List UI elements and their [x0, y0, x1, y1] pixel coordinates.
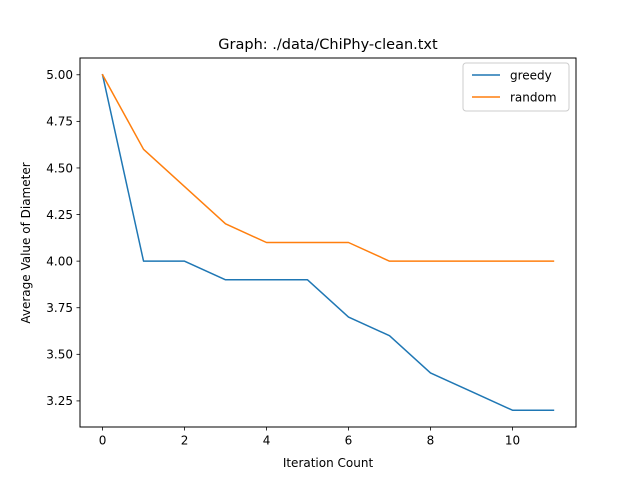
- y-tick-label: 5.00: [46, 68, 73, 82]
- x-tick-label: 8: [427, 434, 435, 448]
- y-tick-label: 3.50: [46, 348, 73, 362]
- y-tick-label: 4.50: [46, 161, 73, 175]
- y-tick-label: 3.75: [46, 301, 73, 315]
- x-tick-label: 2: [181, 434, 189, 448]
- y-axis-label: Average Value of Diameter: [19, 162, 33, 323]
- y-tick-label: 3.25: [46, 394, 73, 408]
- legend: greedy random: [462, 62, 570, 112]
- x-axis-label: Iteration Count: [283, 456, 374, 470]
- series-line-random: [101, 73, 555, 262]
- y-axis-ticks: 3.25 3.50 3.75 4.00 4.25 4.50 4.75 5.00: [46, 68, 80, 408]
- y-tick-label: 4.25: [46, 208, 73, 222]
- y-tick-label: 4.75: [46, 115, 73, 129]
- x-tick-label: 0: [99, 434, 107, 448]
- x-tick-label: 4: [263, 434, 271, 448]
- plot-lines: [101, 73, 555, 411]
- legend-label-random: random: [510, 90, 557, 104]
- series-line-greedy: [101, 73, 555, 411]
- chart-title: Graph: ./data/ChiPhy-clean.txt: [218, 37, 438, 53]
- plot-frame: [79, 57, 577, 428]
- y-tick-label: 4.00: [46, 254, 73, 268]
- x-tick-label: 6: [345, 434, 353, 448]
- legend-label-greedy: greedy: [510, 68, 552, 82]
- x-axis-ticks: 0 2 4 6 8 10: [99, 427, 520, 448]
- x-tick-label: 10: [505, 434, 520, 448]
